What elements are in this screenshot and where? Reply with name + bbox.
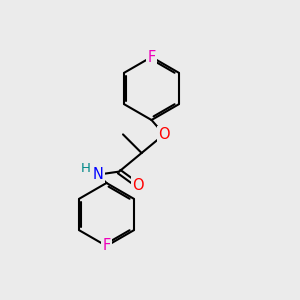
Text: O: O bbox=[158, 127, 170, 142]
Text: N: N bbox=[93, 167, 104, 182]
Text: F: F bbox=[102, 238, 111, 253]
Text: F: F bbox=[147, 50, 156, 64]
Text: H: H bbox=[81, 161, 90, 175]
Text: O: O bbox=[132, 178, 143, 193]
